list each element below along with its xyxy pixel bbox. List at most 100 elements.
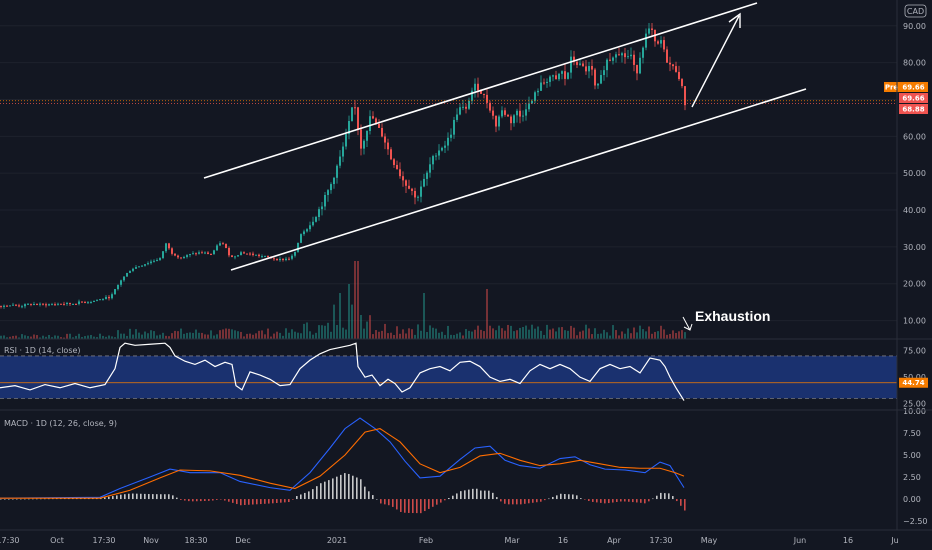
projection-arrow[interactable]	[691, 15, 740, 108]
volume-bar	[489, 325, 491, 339]
macd-histogram-bar	[100, 498, 102, 500]
macd-histogram-bar	[184, 499, 186, 501]
macd-pane[interactable]: 10.00 7.50 5.00 2.50 0.00 −2.50	[0, 407, 928, 526]
volume-bar	[96, 337, 98, 339]
macd-signal-line[interactable]	[0, 428, 685, 499]
macd-histogram-bar	[340, 474, 342, 500]
candle-body	[453, 119, 455, 135]
volume-bar	[564, 330, 566, 339]
macd-histogram-bar	[484, 490, 486, 500]
macd-histogram-bar	[552, 496, 554, 500]
upper-channel-line[interactable]	[203, 2, 758, 179]
candle-body	[510, 116, 512, 124]
macd-histogram-bar	[504, 499, 506, 504]
volume-bar	[516, 330, 518, 339]
macd-histogram-bar	[352, 475, 354, 500]
macd-histogram-bar	[188, 499, 190, 502]
candle-body	[495, 115, 497, 127]
volume-bar	[681, 330, 683, 339]
volume-bar	[240, 331, 242, 339]
time-tick-label: 2021	[327, 536, 347, 545]
volume-bar	[663, 329, 665, 339]
candle-body	[291, 255, 293, 259]
candle-body	[531, 100, 533, 104]
volume-bar	[57, 335, 59, 339]
volume-bar	[540, 330, 542, 339]
rsi-line[interactable]	[0, 342, 685, 401]
macd-histogram-bar	[324, 481, 326, 500]
projection-arrow-head	[728, 12, 741, 28]
volume-bar	[336, 325, 338, 339]
candle-body	[261, 256, 263, 258]
volume-bar	[48, 334, 50, 339]
volume-bar	[111, 336, 113, 339]
lower-channel-line[interactable]	[230, 88, 807, 271]
macd-histogram-bar	[536, 499, 538, 503]
time-tick-label: 16	[843, 536, 853, 545]
candle-body	[279, 258, 281, 261]
volume-bar	[639, 325, 641, 339]
macd-tick-label: 7.50	[903, 429, 921, 438]
macd-line[interactable]	[0, 417, 685, 499]
candle-body	[165, 243, 167, 252]
candle-body	[360, 129, 362, 149]
candle-body	[213, 250, 215, 255]
macd-histogram-bar	[192, 499, 194, 502]
volume-bar	[381, 330, 383, 339]
candle-body	[582, 63, 584, 67]
volume-bar	[201, 332, 203, 339]
macd-histogram-bar	[592, 499, 594, 502]
volume-bar	[423, 293, 425, 339]
candle-body	[552, 75, 554, 77]
time-tick-label: Feb	[419, 536, 433, 545]
candle-body	[330, 184, 332, 191]
macd-histogram-bar	[652, 498, 654, 500]
macd-histogram-bar	[568, 494, 570, 500]
time-tick-label: Nov	[143, 536, 159, 545]
volume-bar	[75, 335, 77, 339]
volume-bar	[465, 329, 467, 339]
macd-histogram-bar	[280, 499, 282, 503]
price-tick-label: 60.00	[903, 132, 926, 141]
macd-histogram-bar	[392, 499, 394, 507]
rsi-pane[interactable]: 75.00 50.00 25.00 44.74	[0, 342, 928, 409]
volume-bar	[369, 315, 371, 339]
volume-bar	[405, 333, 407, 339]
candle-body	[195, 253, 197, 255]
candle-body	[594, 69, 596, 86]
macd-histogram-bar	[12, 498, 14, 500]
price-pane[interactable]: 90.0080.0070.0060.0050.0040.0030.0020.00…	[0, 2, 928, 339]
volume-bar	[123, 333, 125, 339]
volume-bar	[597, 333, 599, 339]
volume-bar	[534, 328, 536, 339]
volume-bar	[141, 334, 143, 339]
candle-body	[483, 93, 485, 95]
macd-histogram-bar	[644, 499, 646, 504]
volume-bar	[603, 329, 605, 339]
macd-histogram-bar	[580, 498, 582, 500]
macd-histogram-bar	[468, 489, 470, 500]
candle-body	[246, 253, 248, 255]
volume-bar	[450, 334, 452, 339]
volume-bar	[3, 335, 5, 339]
time-tick-label: Ju	[890, 536, 898, 545]
macd-histogram-bar	[396, 499, 398, 510]
candle-body	[111, 294, 113, 299]
macd-histogram-bar	[272, 499, 274, 504]
candle-body	[561, 71, 563, 74]
macd-histogram-bar	[320, 483, 322, 500]
macd-histogram-bar	[560, 493, 562, 500]
macd-histogram-bar	[528, 499, 530, 504]
candle-body	[576, 61, 578, 65]
volume-bar	[234, 330, 236, 339]
time-axis[interactable]: 17:30 Oct 17:30 Nov 18:30 Dec 2021 Feb Mar 16 Apr 1…	[0, 529, 932, 545]
volume-bar	[633, 327, 635, 339]
currency-badge[interactable]: CAD	[904, 4, 927, 18]
candle-body	[465, 106, 467, 109]
candle-body	[273, 258, 275, 260]
candle-body	[135, 267, 137, 269]
volume-bar	[219, 330, 221, 339]
volume-bar	[297, 332, 299, 339]
time-tick-label: Dec	[235, 536, 250, 545]
